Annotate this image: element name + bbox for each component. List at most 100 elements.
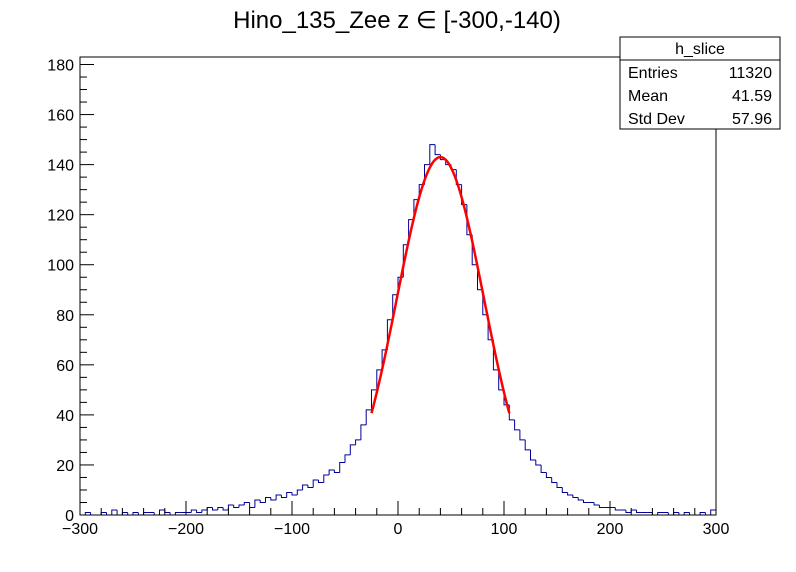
histogram-bin: [307, 484, 314, 488]
histogram-bin: [545, 472, 552, 478]
histogram-bin: [159, 509, 165, 515]
stats-box: h_slice Entries 11320 Mean 41.59 Std Dev…: [619, 36, 781, 130]
histogram-bin: [312, 479, 319, 488]
histogram-bin: [355, 439, 361, 445]
stats-title: h_slice: [675, 41, 725, 58]
y-tick-label: 60: [56, 358, 74, 375]
x-tick-label: −200: [168, 521, 204, 538]
histogram-bin: [636, 509, 642, 513]
histogram-bin: [598, 504, 605, 508]
histogram-bin: [328, 469, 335, 475]
histogram-bin: [349, 444, 356, 455]
histogram-bin: [371, 389, 377, 410]
stats-value-mean: 41.59: [732, 88, 772, 105]
histogram-bin: [227, 504, 234, 510]
histogram-bin: [249, 502, 255, 508]
histogram-bin: [535, 459, 542, 466]
x-tick-label: 0: [394, 521, 403, 538]
histogram-bin: [561, 487, 568, 493]
stats-value-stddev: 57.96: [732, 111, 772, 128]
histogram-bin: [265, 496, 271, 503]
histogram-bin: [238, 504, 245, 508]
histogram-bin: [84, 511, 91, 515]
histogram-bin: [259, 499, 266, 503]
histogram-bin: [429, 144, 436, 165]
histogram-bin: [196, 509, 202, 513]
histogram-bin: [296, 489, 303, 495]
histogram-bin: [540, 464, 547, 473]
stats-label-stddev: Std Dev: [628, 111, 685, 128]
histogram-bin: [577, 497, 584, 501]
histogram-bin: [206, 506, 213, 510]
histogram-bin: [514, 419, 520, 431]
y-tick-label: 40: [56, 408, 74, 425]
histogram-bin: [572, 494, 579, 498]
y-tick-label: 140: [47, 158, 74, 175]
x-tick-label: 100: [491, 521, 518, 538]
y-tick-label: 100: [47, 258, 74, 275]
histogram-bin: [318, 479, 324, 483]
histogram-bin: [593, 502, 600, 506]
histogram-bin: [190, 509, 197, 513]
histogram-bin: [683, 511, 690, 515]
histogram-bin: [583, 499, 589, 503]
histogram-bin: [132, 511, 139, 515]
histogram-bin: [233, 504, 239, 508]
histogram-bin: [461, 184, 467, 206]
histogram-bin: [254, 499, 261, 508]
y-tick-label: 160: [47, 108, 74, 125]
histogram-bin: [614, 507, 621, 511]
histogram-bin: [201, 509, 208, 513]
histogram-bin: [524, 439, 531, 451]
histogram-bin: [556, 482, 563, 488]
histogram-bin: [275, 494, 282, 500]
histogram-bin: [630, 509, 637, 513]
histogram-bin: [212, 507, 218, 511]
histogram-bin: [164, 509, 171, 513]
histogram-bin: [333, 469, 340, 473]
histogram-bin: [323, 474, 330, 483]
histogram-bin: [376, 369, 383, 390]
histogram-bin: [111, 509, 118, 515]
y-axis: 0 20 40 60 80 100 120 140 160 180: [47, 58, 94, 525]
histogram-bin: [365, 409, 372, 425]
histogram-bin: [280, 494, 287, 498]
histogram-bin: [455, 169, 462, 186]
histogram-bin: [657, 511, 663, 515]
x-tick-label: −100: [274, 521, 310, 538]
histogram-bin: [434, 144, 441, 156]
y-tick-label: 20: [56, 458, 74, 475]
histogram-bin: [339, 461, 345, 473]
x-tick-label: −300: [62, 521, 98, 538]
chart-title: Hino_135_Zee z ∈ [-300,-140): [233, 7, 561, 34]
histogram-bin: [270, 497, 277, 501]
y-tick-label: 0: [65, 508, 74, 525]
histogram-bin: [344, 454, 351, 463]
histogram-bin: [567, 492, 573, 496]
histogram-bin: [551, 477, 557, 483]
histogram-bin: [392, 294, 398, 320]
y-tick-label: 120: [47, 208, 74, 225]
stats-label-mean: Mean: [628, 88, 668, 105]
x-axis: −300 −200 −100 0 100 200 300: [62, 501, 729, 538]
histogram-bin: [360, 424, 367, 440]
y-tick-label: 180: [47, 58, 74, 75]
histogram-bin: [291, 492, 298, 496]
histogram-bin: [530, 449, 536, 461]
plot-area: [80, 144, 717, 516]
stats-value-entries: 11320: [729, 65, 772, 82]
histogram-bin: [625, 509, 632, 513]
y-tick-label: 80: [56, 308, 74, 325]
stats-label-entries: Entries: [628, 65, 678, 82]
fit-curve: [370, 155, 511, 414]
histogram-bin: [116, 509, 123, 516]
histogram-bin: [286, 491, 292, 498]
histogram-bin: [243, 501, 250, 505]
histogram-bin: [217, 506, 224, 510]
histogram-bin: [302, 484, 308, 490]
x-tick-label: 200: [597, 521, 624, 538]
histogram-bin: [710, 509, 717, 515]
histogram-bin: [174, 511, 181, 515]
histogram-bin: [519, 429, 526, 441]
